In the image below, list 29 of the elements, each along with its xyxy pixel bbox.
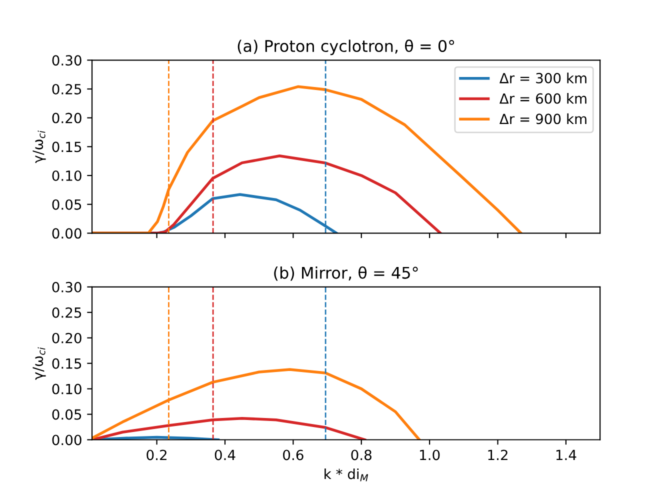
y-tick-label: 0.05 xyxy=(52,199,82,210)
legend-label: Δr = 900 km xyxy=(499,113,586,124)
x-tick-label: 1.4 xyxy=(556,450,576,460)
y-axis-title: γ/ω$_{ci}$ xyxy=(32,130,46,164)
y-tick-label: 0.00 xyxy=(52,228,82,239)
y-tick-label: 0.10 xyxy=(52,170,82,181)
y-tick-label: 0.30 xyxy=(52,282,82,292)
y-tick-label: 0.05 xyxy=(52,409,82,420)
x-tick-label: 1.2 xyxy=(488,450,508,460)
x-tick-label: 0.8 xyxy=(351,450,372,460)
chart-title: (a) Proton cyclotron, θ = 0° xyxy=(238,40,454,56)
y-axis-title: γ/ω$_{ci}$ xyxy=(32,347,46,380)
legend-label: Δr = 300 km xyxy=(499,72,586,84)
x-tick-label: 0.4 xyxy=(214,450,236,460)
x-axis-title: k * di$_{M}$ xyxy=(324,468,368,482)
x-tick-label: 0.6 xyxy=(283,450,304,460)
x-tick-label: 1.0 xyxy=(420,450,440,460)
y-tick-label: 0.15 xyxy=(52,358,82,369)
chart-title: (b) Mirror, θ = 45° xyxy=(274,266,418,281)
y-tick-label: 0.20 xyxy=(52,112,82,124)
y-tick-label: 0.25 xyxy=(52,307,82,318)
legend-label: Δr = 600 km xyxy=(499,93,586,104)
y-tick-label: 0.20 xyxy=(52,332,82,344)
y-tick-label: 0.10 xyxy=(52,384,82,394)
x-tick-label: 0.2 xyxy=(146,450,166,460)
y-tick-label: 0.25 xyxy=(52,84,82,94)
y-tick-label: 0.15 xyxy=(52,142,82,152)
y-tick-label: 0.00 xyxy=(52,434,82,446)
y-tick-label: 0.30 xyxy=(52,55,82,66)
